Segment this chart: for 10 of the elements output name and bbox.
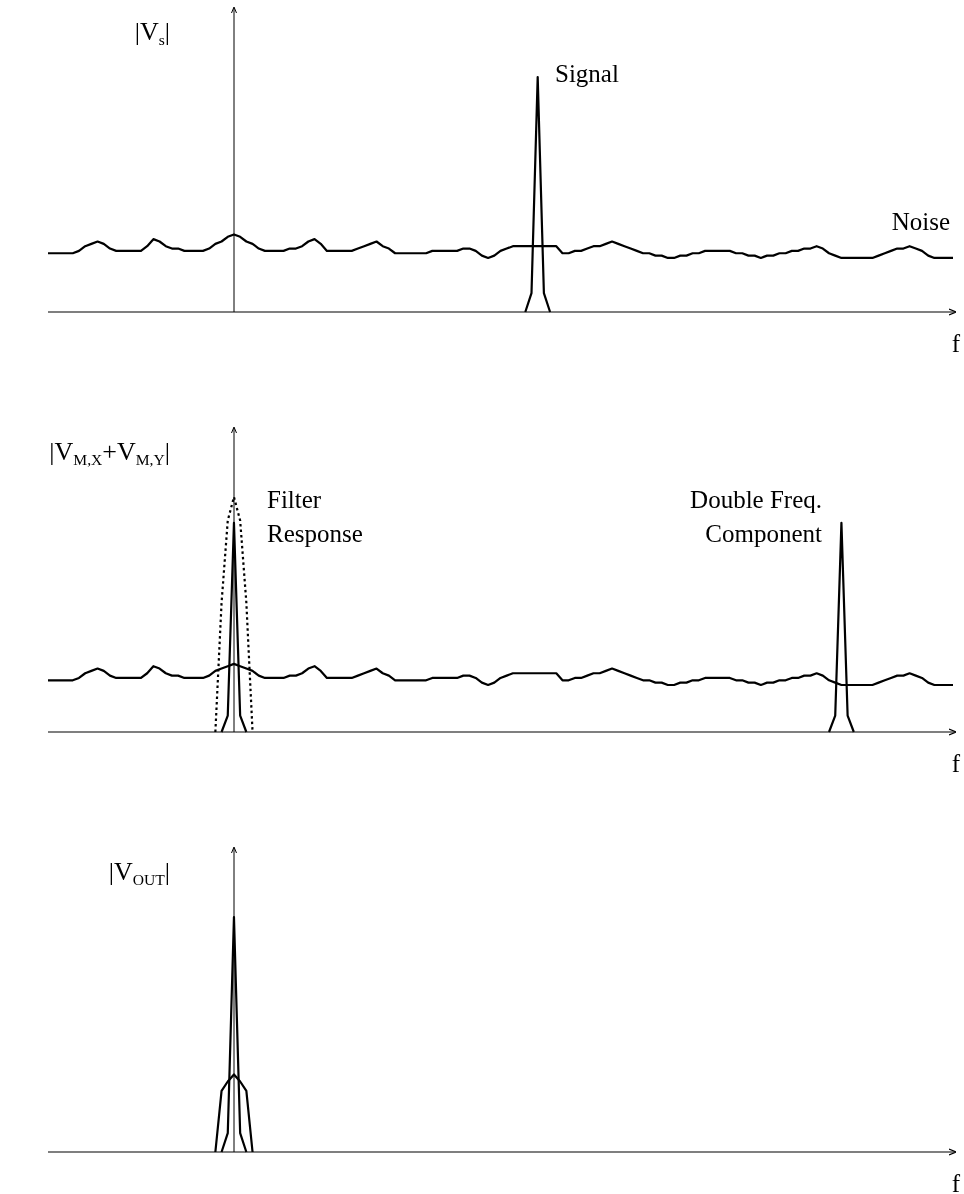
annotation: Signal: [555, 60, 619, 87]
annotation: Filter Response: [267, 486, 363, 547]
x-axis-title: f: [951, 1170, 961, 1194]
annotation: Double Freq. Component: [690, 486, 823, 547]
y-axis-title: |V$_{s}$|: [134, 17, 170, 49]
annotation: Noise: [891, 208, 950, 235]
x-axis-title: f: [951, 330, 961, 357]
y-axis-title: |V$_{M,X}$+V$_{M,Y}$|: [49, 437, 170, 469]
y-axis-title: |V$_{OUT}$|: [108, 857, 170, 889]
x-axis-title: f: [951, 750, 961, 777]
